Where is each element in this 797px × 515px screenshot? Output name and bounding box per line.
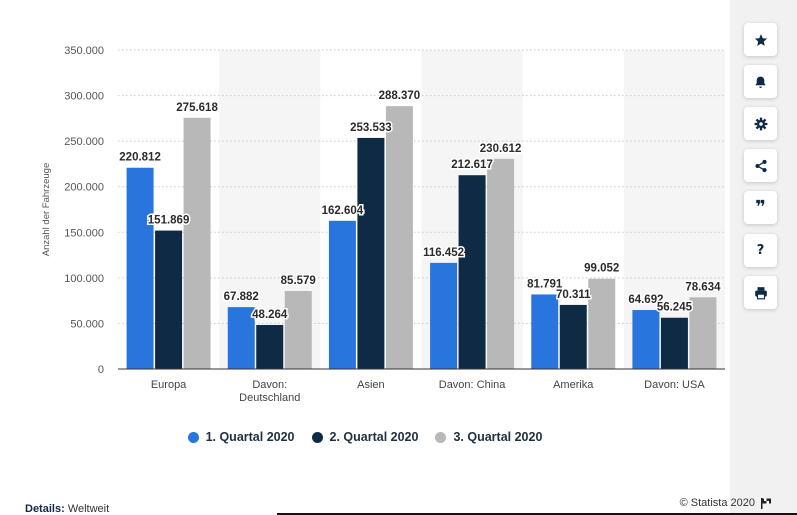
data-label: 85.579 (281, 275, 316, 287)
gear-icon (754, 117, 767, 130)
chart-card: 0 50.000 100.000 150.000 200.000 250.000 300.0… (0, 0, 730, 515)
x-tick-label: Davon: USA (644, 379, 705, 391)
bar[interactable] (155, 230, 183, 369)
data-label: 78.634 (685, 281, 721, 293)
print-button[interactable] (744, 276, 777, 309)
bar[interactable] (689, 297, 717, 369)
bar[interactable] (126, 167, 154, 369)
legend-item-series-2[interactable]: 2. Quartal 2020 (311, 430, 419, 444)
x-tick-label: Europa (151, 379, 187, 391)
y-tick-label: 200.000 (64, 182, 104, 194)
data-label: 151.869 (148, 215, 190, 227)
chart-legend: 1. Quartal 2020 2. Quartal 2020 3. Quart… (0, 430, 730, 444)
legend-swatch (435, 431, 447, 443)
bar[interactable] (357, 137, 385, 369)
data-label: 275.618 (176, 102, 218, 114)
data-label: 288.370 (379, 90, 421, 102)
share-icon (754, 159, 767, 172)
bar[interactable] (430, 262, 458, 369)
data-label: 230.612 (480, 143, 522, 155)
data-label: 70.311 (556, 289, 591, 301)
legend-label: 1. Quartal 2020 (205, 430, 295, 444)
bar[interactable] (328, 220, 356, 369)
y-tick-label: 100.000 (64, 273, 104, 285)
data-label: 56.245 (657, 302, 693, 314)
x-tick-label: Asien (357, 379, 385, 391)
favorite-button[interactable] (744, 23, 777, 56)
legend-swatch (311, 431, 323, 443)
bar-chart: 0 50.000 100.000 150.000 200.000 250.000 300.0… (41, 45, 725, 404)
details-label: Details: (25, 503, 65, 515)
legend-label: 2. Quartal 2020 (329, 430, 419, 444)
legend-item-series-3[interactable]: 3. Quartal 2020 (435, 430, 542, 444)
x-tick-label: Amerika (553, 379, 594, 391)
bar[interactable] (559, 304, 587, 369)
legend-label: 3. Quartal 2020 (453, 430, 543, 444)
data-label: 116.452 (423, 247, 464, 259)
x-tick-label: Davon: China (439, 379, 507, 391)
data-label: 64.692 (628, 294, 663, 306)
bar[interactable] (256, 325, 284, 369)
data-label: 81.791 (527, 278, 563, 290)
y-tick-label: 250.000 (64, 136, 104, 148)
bar[interactable] (660, 317, 688, 369)
data-label: 162.604 (322, 205, 364, 217)
y-tick-label: 350.000 (64, 45, 104, 57)
bar[interactable] (632, 310, 660, 369)
copyright-footer: © Statista 2020 (680, 497, 772, 509)
bottom-divider (277, 513, 797, 515)
bar[interactable] (531, 294, 559, 369)
y-axis-label: Anzahl der Fahrzeuge (41, 163, 52, 256)
y-tick-label: 50.000 (70, 318, 104, 330)
copyright-text[interactable]: © Statista 2020 (679, 497, 755, 509)
bell-icon (755, 76, 766, 88)
bar[interactable] (227, 307, 255, 369)
printer-icon (754, 286, 767, 299)
help-button[interactable]: ? (744, 234, 777, 267)
data-label: 99.052 (584, 263, 619, 275)
flag-icon (761, 497, 771, 509)
data-label: 220.812 (119, 152, 161, 164)
bar[interactable] (458, 175, 486, 369)
details-footer: Details: Weltweit (25, 503, 109, 515)
cite-button[interactable]: ❞ (744, 191, 777, 224)
legend-item-series-1[interactable]: 1. Quartal 2020 (187, 430, 295, 444)
details-value[interactable]: Weltweit (67, 503, 110, 515)
quote-icon: ❞ (755, 196, 766, 218)
x-tick-label: Deutschland (239, 392, 300, 404)
notification-button[interactable] (744, 65, 777, 98)
y-tick-label: 0 (98, 364, 104, 376)
bar[interactable] (487, 158, 515, 369)
star-icon (754, 33, 767, 46)
bar[interactable] (588, 278, 616, 369)
data-label: 212.617 (451, 159, 493, 171)
y-tick-label: 150.000 (64, 227, 104, 239)
bar[interactable] (183, 117, 211, 369)
settings-button[interactable] (744, 107, 777, 140)
bar[interactable] (284, 291, 312, 369)
bar[interactable] (385, 106, 413, 370)
y-tick-label: 300.000 (64, 91, 104, 103)
share-button[interactable] (744, 149, 777, 182)
x-tick-label: Davon: (252, 379, 287, 391)
data-label: 48.264 (252, 309, 288, 321)
question-icon: ? (756, 243, 765, 258)
legend-swatch (187, 431, 199, 443)
data-label: 67.882 (224, 291, 259, 303)
data-label: 253.533 (350, 122, 392, 134)
